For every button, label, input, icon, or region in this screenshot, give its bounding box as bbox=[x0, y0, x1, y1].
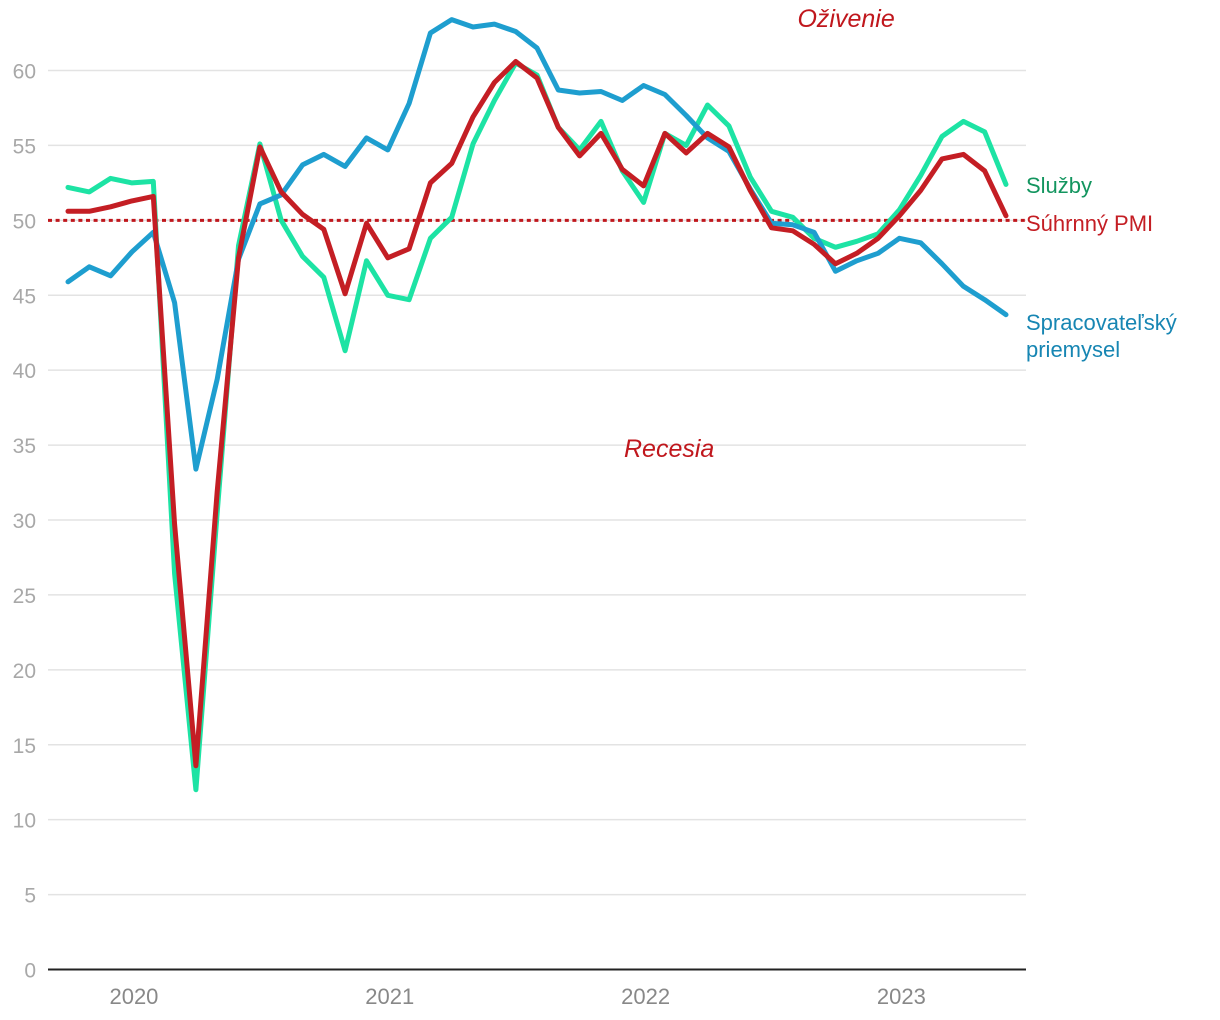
x-axis-ticks: 2020 2021 2022 2023 bbox=[109, 984, 925, 1009]
y-tick-10: 10 bbox=[13, 810, 36, 833]
y-tick-35: 35 bbox=[13, 435, 36, 458]
annotation-recesia: Recesia bbox=[624, 435, 714, 463]
y-tick-55: 55 bbox=[13, 135, 36, 158]
y-tick-40: 40 bbox=[13, 360, 36, 383]
y-tick-60: 60 bbox=[13, 61, 36, 84]
y-tick-30: 30 bbox=[13, 510, 36, 533]
y-tick-45: 45 bbox=[13, 285, 36, 308]
annotations: Oživenie Recesia bbox=[624, 5, 895, 463]
series-line-suhrnny-pmi bbox=[65, 59, 1009, 769]
series-label-spracovatelsky-priemysel: Spracovateľský priemysel bbox=[1026, 310, 1177, 362]
series-line-spracovatelsky-priemysel bbox=[65, 17, 1009, 472]
y-tick-20: 20 bbox=[13, 660, 36, 683]
y-tick-15: 15 bbox=[13, 735, 36, 758]
x-tick-2022: 2022 bbox=[621, 984, 670, 1009]
x-tick-2021: 2021 bbox=[365, 984, 414, 1009]
x-tick-2020: 2020 bbox=[109, 984, 158, 1009]
annotation-ozivenie: Oživenie bbox=[797, 5, 894, 33]
x-tick-2023: 2023 bbox=[877, 984, 926, 1009]
y-tick-5: 5 bbox=[24, 885, 36, 908]
y-tick-25: 25 bbox=[13, 585, 36, 608]
series-label-sluzby: Služby bbox=[1026, 173, 1092, 198]
y-tick-50: 50 bbox=[13, 210, 36, 233]
series-lines bbox=[65, 17, 1009, 793]
series-label-suhrnny-pmi: Súhrnný PMI bbox=[1026, 211, 1153, 236]
y-tick-0: 0 bbox=[24, 960, 36, 983]
series-line-sluzby bbox=[65, 60, 1009, 793]
series-labels: Služby Súhrnný PMI Spracovateľský priemysel bbox=[1026, 173, 1177, 362]
y-axis-ticks: 0 5 10 15 20 25 30 35 40 45 50 55 60 bbox=[13, 61, 36, 983]
